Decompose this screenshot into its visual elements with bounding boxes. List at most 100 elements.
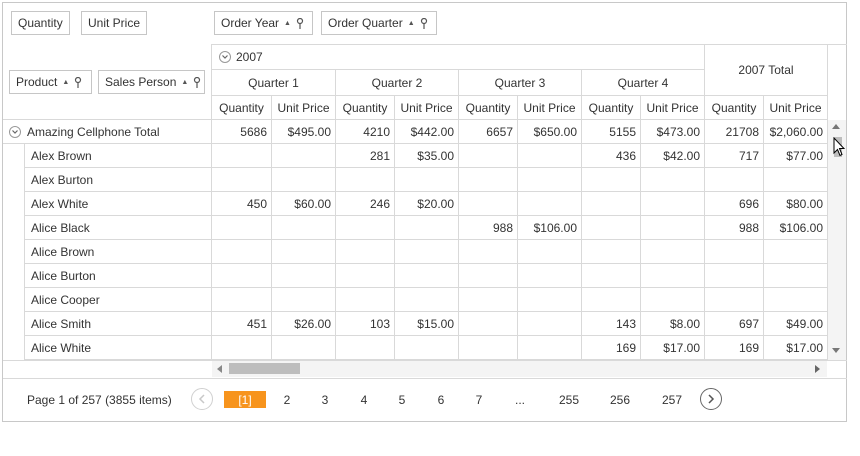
table-cell[interactable] [212, 264, 271, 288]
table-cell[interactable] [212, 216, 271, 240]
table-cell[interactable]: $495.00 [287, 125, 331, 139]
table-cell[interactable] [459, 168, 517, 192]
column-header-year-total[interactable]: 2007 Total [738, 63, 794, 77]
table-cell[interactable]: $42.00 [663, 149, 700, 163]
pin-icon[interactable] [296, 17, 304, 29]
pin-icon[interactable] [74, 76, 82, 88]
page-button[interactable]: [1] [224, 391, 266, 408]
table-cell[interactable]: $106.00 [779, 221, 823, 235]
measure-header-unit-price[interactable]: Unit Price [400, 100, 453, 115]
table-cell[interactable]: $17.00 [663, 341, 700, 355]
table-cell[interactable]: 103 [369, 317, 390, 331]
page-button[interactable]: 256 [609, 392, 631, 407]
table-row[interactable]: Alice White 169 $17.00 169 $17.00 [3, 336, 827, 360]
table-cell[interactable] [459, 312, 517, 336]
row-label[interactable]: Alex White [31, 197, 89, 211]
table-cell[interactable]: 696 [738, 197, 759, 211]
table-cell[interactable] [272, 264, 335, 288]
table-cell[interactable] [272, 216, 335, 240]
row-chip-product[interactable]: Product ▲ [9, 70, 92, 94]
sort-ascending-icon[interactable]: ▲ [62, 78, 70, 86]
table-cell[interactable] [518, 144, 581, 168]
table-cell[interactable]: 451 [246, 317, 267, 331]
scroll-left-arrow-icon[interactable] [217, 365, 222, 373]
table-cell[interactable]: $49.00 [786, 317, 823, 331]
table-cell[interactable] [212, 288, 271, 312]
row-label[interactable]: Alice Brown [31, 245, 95, 259]
table-cell[interactable]: 5155 [609, 125, 636, 139]
table-cell[interactable] [518, 192, 581, 216]
table-cell[interactable] [212, 336, 271, 360]
page-button[interactable]: 3 [321, 392, 329, 407]
page-button[interactable]: 257 [661, 392, 683, 407]
table-cell[interactable] [272, 144, 335, 168]
table-cell[interactable]: 697 [738, 317, 759, 331]
table-cell[interactable] [705, 264, 763, 288]
table-cell[interactable] [518, 288, 581, 312]
column-chip-order-year[interactable]: Order Year ▲ [214, 11, 313, 35]
table-cell[interactable] [705, 168, 763, 192]
row-label[interactable]: Alice Cooper [31, 293, 100, 307]
collapse-icon[interactable] [219, 51, 231, 63]
measure-header-unit-price[interactable]: Unit Price [523, 100, 576, 115]
table-cell[interactable]: 246 [369, 197, 390, 211]
table-cell[interactable] [641, 240, 704, 264]
table-cell[interactable]: 169 [615, 341, 636, 355]
table-cell[interactable] [705, 288, 763, 312]
table-cell[interactable] [395, 216, 458, 240]
table-row[interactable]: Alice Cooper [3, 288, 827, 312]
table-cell[interactable] [395, 168, 458, 192]
table-cell[interactable]: $20.00 [417, 197, 454, 211]
table-cell[interactable] [518, 264, 581, 288]
table-cell[interactable] [582, 288, 640, 312]
column-header-year[interactable]: 2007 [236, 50, 263, 64]
table-cell[interactable] [641, 168, 704, 192]
table-cell[interactable] [705, 240, 763, 264]
scroll-right-arrow-icon[interactable] [815, 365, 820, 373]
measure-header-unit-price[interactable]: Unit Price [769, 100, 822, 115]
table-cell[interactable]: $473.00 [656, 125, 700, 139]
table-cell[interactable] [764, 240, 827, 264]
table-cell[interactable] [641, 264, 704, 288]
table-cell[interactable] [336, 216, 394, 240]
table-cell[interactable] [459, 264, 517, 288]
column-header-quarter-4[interactable]: Quarter 4 [617, 75, 669, 90]
table-cell[interactable] [518, 168, 581, 192]
filter-chip-unit-price[interactable]: Unit Price [81, 11, 148, 35]
table-cell[interactable] [272, 240, 335, 264]
table-cell[interactable] [518, 336, 581, 360]
table-cell[interactable] [459, 336, 517, 360]
row-label[interactable]: Alice Smith [31, 317, 92, 331]
table-cell[interactable] [582, 240, 640, 264]
table-cell[interactable] [764, 264, 827, 288]
group-row-label[interactable]: Amazing Cellphone Total [27, 125, 160, 139]
table-row[interactable]: Alice Brown [3, 240, 827, 264]
pin-icon[interactable] [420, 17, 428, 29]
measure-header-quantity[interactable]: Quantity [465, 100, 511, 115]
table-cell[interactable]: 717 [738, 149, 759, 163]
horizontal-scroll-thumb[interactable] [229, 363, 300, 374]
page-button[interactable]: 6 [437, 392, 445, 407]
table-cell[interactable]: 281 [369, 149, 390, 163]
measure-header-quantity[interactable]: Quantity [219, 100, 264, 115]
table-cell[interactable]: 21708 [725, 125, 759, 139]
scroll-up-arrow-icon[interactable] [832, 124, 840, 129]
row-label[interactable]: Alice Black [31, 221, 90, 235]
table-cell[interactable] [395, 240, 458, 264]
table-cell[interactable] [641, 216, 704, 240]
horizontal-scrollbar[interactable] [212, 361, 827, 377]
table-cell[interactable] [212, 240, 271, 264]
previous-page-icon[interactable] [191, 388, 213, 410]
table-row[interactable]: Alice Black 988 $106.00 988 $106.00 [3, 216, 827, 240]
table-cell[interactable] [582, 168, 640, 192]
table-cell[interactable]: 5686 [240, 125, 267, 139]
pin-icon[interactable] [193, 76, 201, 88]
table-cell[interactable] [641, 192, 704, 216]
column-header-quarter-1[interactable]: Quarter 1 [248, 75, 299, 90]
table-cell[interactable] [764, 168, 827, 192]
row-label[interactable]: Alex Burton [31, 173, 94, 187]
table-cell[interactable]: 988 [492, 221, 513, 235]
page-ellipsis[interactable]: ... [514, 392, 525, 407]
table-cell[interactable]: $650.00 [533, 125, 577, 139]
table-cell[interactable]: 988 [738, 221, 759, 235]
